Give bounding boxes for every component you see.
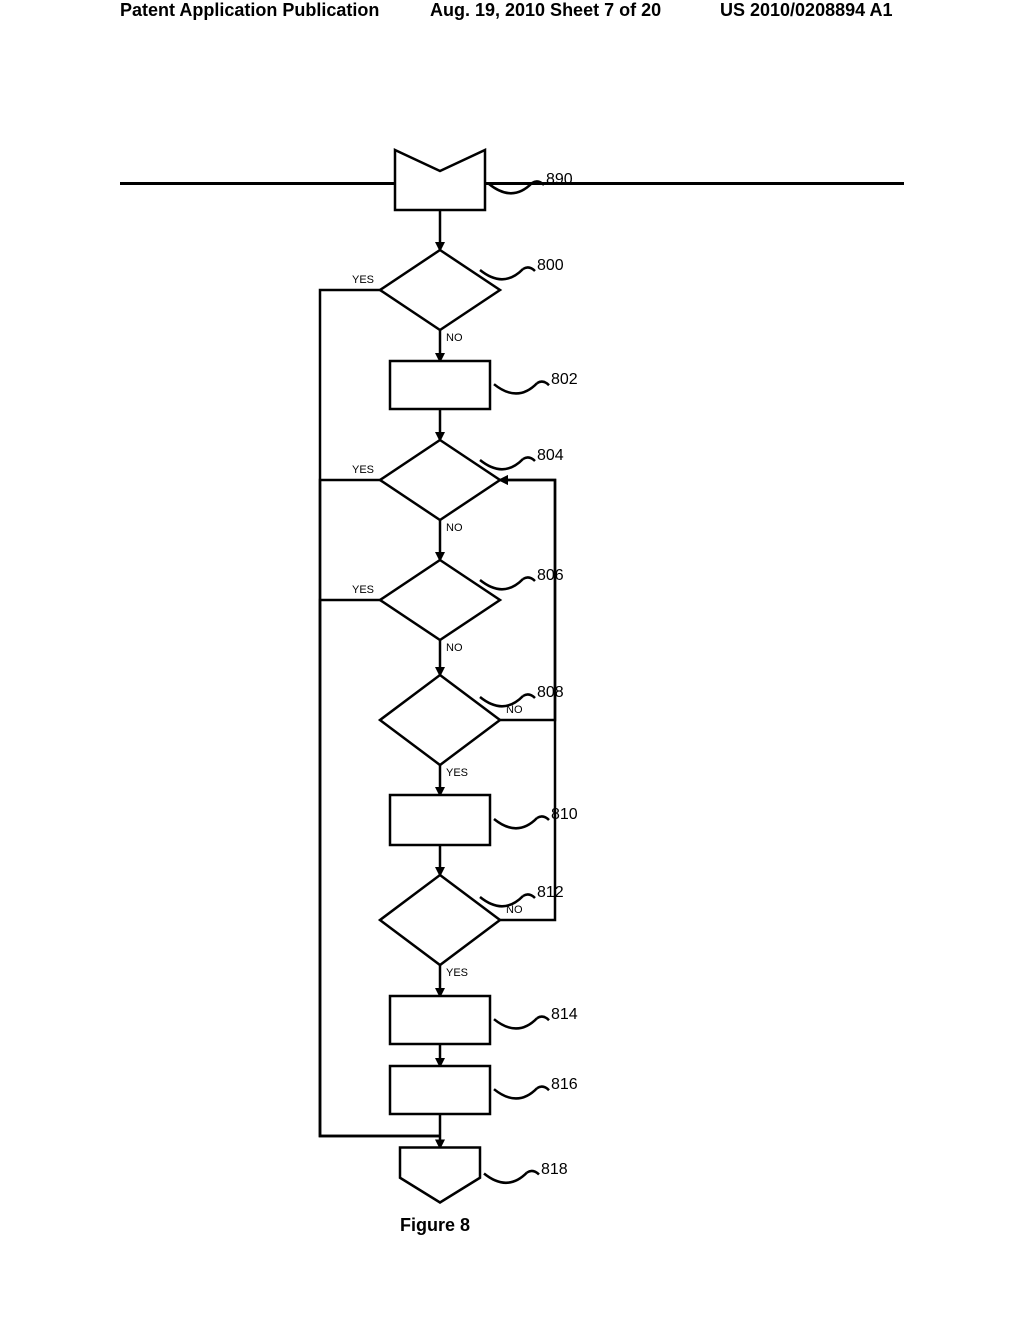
ref-hook-804 — [523, 457, 535, 461]
ref-label-802: 802 — [551, 371, 578, 389]
ref-hook-808 — [523, 694, 535, 698]
node-808 — [380, 675, 500, 765]
ref-hook-810 — [537, 816, 549, 820]
node-816 — [390, 1066, 490, 1114]
ref-leader-806 — [480, 579, 523, 589]
node-890 — [395, 150, 485, 210]
ref-hook-814 — [537, 1017, 549, 1021]
ref-hook-818 — [527, 1171, 539, 1175]
ref-leader-814 — [494, 1018, 537, 1028]
ref-hook-806 — [523, 577, 535, 581]
node-810 — [390, 795, 490, 845]
ref-label-800: 800 — [537, 257, 564, 275]
ref-label-804: 804 — [537, 447, 564, 465]
node-814 — [390, 996, 490, 1044]
edge-left-bus — [320, 600, 440, 1136]
ref-label-810: 810 — [551, 806, 578, 824]
ref-label-890: 890 — [546, 171, 573, 189]
branch-label: NO — [446, 642, 463, 654]
flowchart-canvas — [0, 0, 1024, 1320]
branch-label: YES — [446, 967, 468, 979]
ref-leader-802 — [494, 383, 537, 393]
ref-leader-818 — [484, 1173, 527, 1183]
ref-hook-802 — [537, 382, 549, 386]
ref-hook-890 — [532, 181, 544, 185]
branch-label: NO — [506, 904, 523, 916]
ref-label-806: 806 — [537, 567, 564, 585]
branch-label: YES — [352, 274, 374, 286]
branch-label: NO — [446, 332, 463, 344]
ref-label-808: 808 — [537, 684, 564, 702]
ref-hook-800 — [523, 267, 535, 271]
node-802 — [390, 361, 490, 409]
ref-label-818: 818 — [541, 1161, 568, 1179]
branch-label: NO — [506, 704, 523, 716]
ref-leader-890 — [489, 183, 532, 193]
node-800 — [380, 250, 500, 330]
ref-leader-800 — [480, 269, 523, 279]
page: Patent Application Publication Aug. 19, … — [0, 0, 1024, 1320]
node-804 — [380, 440, 500, 520]
ref-label-814: 814 — [551, 1006, 578, 1024]
ref-leader-804 — [480, 459, 523, 469]
ref-hook-812 — [523, 894, 535, 898]
node-818 — [400, 1148, 480, 1203]
ref-label-812: 812 — [537, 884, 564, 902]
branch-label: YES — [446, 767, 468, 779]
ref-label-816: 816 — [551, 1076, 578, 1094]
node-806 — [380, 560, 500, 640]
figure-caption: Figure 8 — [400, 1215, 470, 1236]
node-812 — [380, 875, 500, 965]
branch-label: YES — [352, 584, 374, 596]
branch-label: YES — [352, 464, 374, 476]
ref-leader-810 — [494, 818, 537, 828]
ref-hook-816 — [537, 1087, 549, 1091]
branch-label: NO — [446, 522, 463, 534]
ref-leader-816 — [494, 1088, 537, 1098]
